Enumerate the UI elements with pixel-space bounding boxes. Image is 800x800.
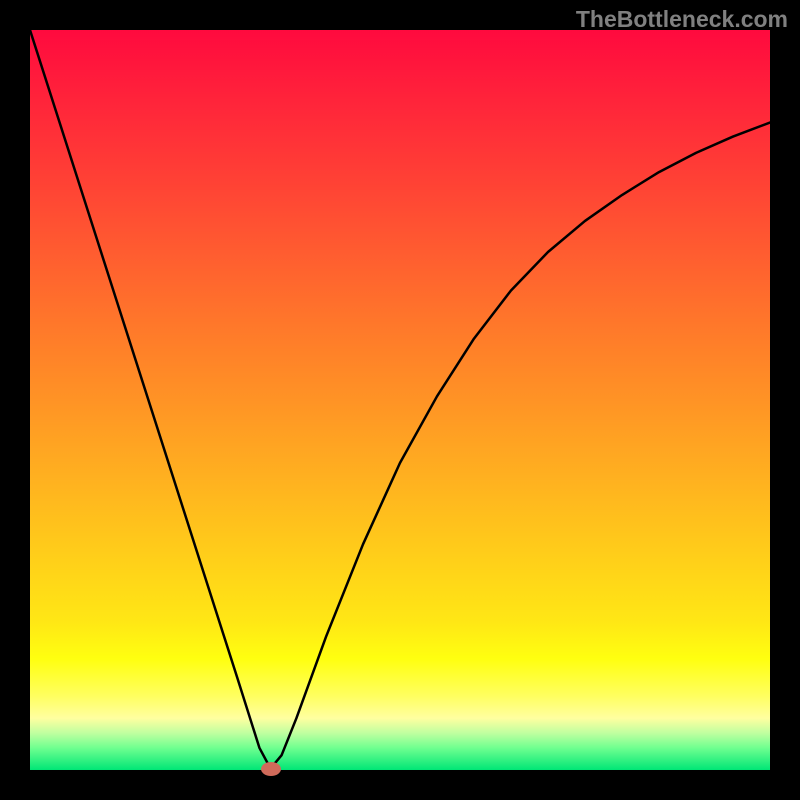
plot-background [30,30,770,770]
chart-canvas: TheBottleneck.com [0,0,800,800]
minimum-marker [261,762,281,776]
watermark-label: TheBottleneck.com [576,6,788,33]
plot-area [30,30,770,770]
plot-svg [30,30,770,770]
